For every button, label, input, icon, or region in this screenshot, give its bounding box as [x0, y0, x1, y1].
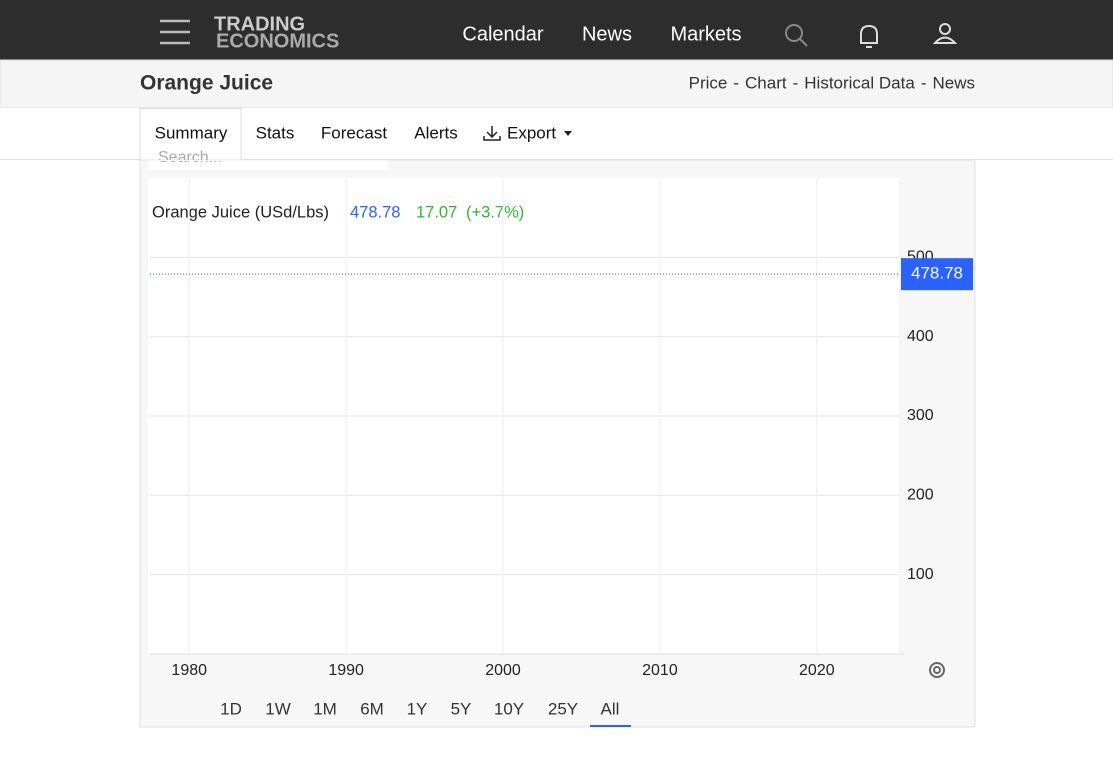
user-icon[interactable] — [932, 23, 958, 44]
header-links: Price - Chart - Historical Data - News — [689, 73, 975, 92]
search-placeholder: Search... — [158, 149, 222, 166]
nav-link[interactable]: News — [582, 23, 632, 45]
price-tag — [901, 258, 973, 291]
top-bar — [0, 0, 1113, 60]
header-link[interactable]: Price — [689, 73, 728, 92]
change-pct: (+3.7%) — [466, 203, 524, 221]
price-tag-label: 478.78 — [911, 264, 963, 283]
chart-title: Orange Juice (USd/Lbs) — [152, 203, 329, 221]
x-tick-label: 1980 — [171, 662, 207, 679]
header-link[interactable]: Historical Data — [804, 73, 915, 92]
clip — [148, 160, 388, 161]
x-tick-label: 1990 — [328, 662, 364, 679]
range-buttons: 1D 1W 1M 6M 1Y 5Y 10Y 25Y All — [220, 699, 631, 727]
tab[interactable]: Stats — [256, 123, 295, 142]
tab[interactable]: Summary — [155, 123, 228, 142]
y-tick-label: 100 — [907, 566, 934, 583]
nav-link[interactable]: Markets — [670, 23, 741, 45]
separator: - — [921, 73, 927, 92]
logo[interactable]: TRADING — [214, 13, 305, 35]
range-button[interactable]: 1W — [265, 699, 291, 718]
last-value: 478.78 — [350, 203, 400, 221]
separator: - — [793, 73, 799, 92]
range-button[interactable]: 25Y — [548, 699, 578, 718]
x-tick-label: 2010 — [642, 662, 678, 679]
nav-link[interactable]: Calendar — [462, 23, 544, 45]
menu-icon[interactable] — [160, 19, 190, 45]
active-tab-box — [139, 108, 242, 160]
y-tick-label: 200 — [907, 487, 934, 504]
range-button[interactable]: 10Y — [494, 699, 524, 718]
header-bar — [0, 59, 1113, 109]
range-button[interactable]: 6M — [360, 699, 384, 718]
bell-icon[interactable] — [860, 24, 878, 48]
tab[interactable]: Export — [507, 123, 556, 142]
search-box[interactable] — [148, 160, 388, 170]
tab[interactable]: Alerts — [414, 123, 457, 142]
y-tick-label: 300 — [907, 407, 934, 424]
download-icon — [483, 126, 501, 141]
settings-icon[interactable] — [929, 662, 945, 678]
header-link[interactable]: News — [932, 73, 975, 92]
header-link[interactable]: Chart — [745, 73, 787, 92]
range-button[interactable]: 5Y — [451, 699, 472, 718]
range-button[interactable]: 1Y — [407, 699, 428, 718]
change: 17.07 — [416, 203, 457, 221]
y-tick-label: 400 — [907, 328, 934, 345]
search-icon[interactable] — [785, 24, 808, 47]
page-title: Orange Juice — [140, 72, 273, 95]
separator: - — [733, 73, 739, 92]
x-tick-label: 2000 — [485, 662, 521, 679]
range-button[interactable]: 1D — [220, 699, 242, 718]
range-button[interactable]: 1M — [313, 699, 337, 718]
logo[interactable]: ECONOMICS — [216, 30, 339, 52]
dropdown-caret — [564, 131, 572, 136]
tab[interactable]: Forecast — [321, 123, 387, 142]
range-button[interactable]: All — [601, 699, 620, 718]
x-tick-label: 2020 — [799, 662, 835, 679]
